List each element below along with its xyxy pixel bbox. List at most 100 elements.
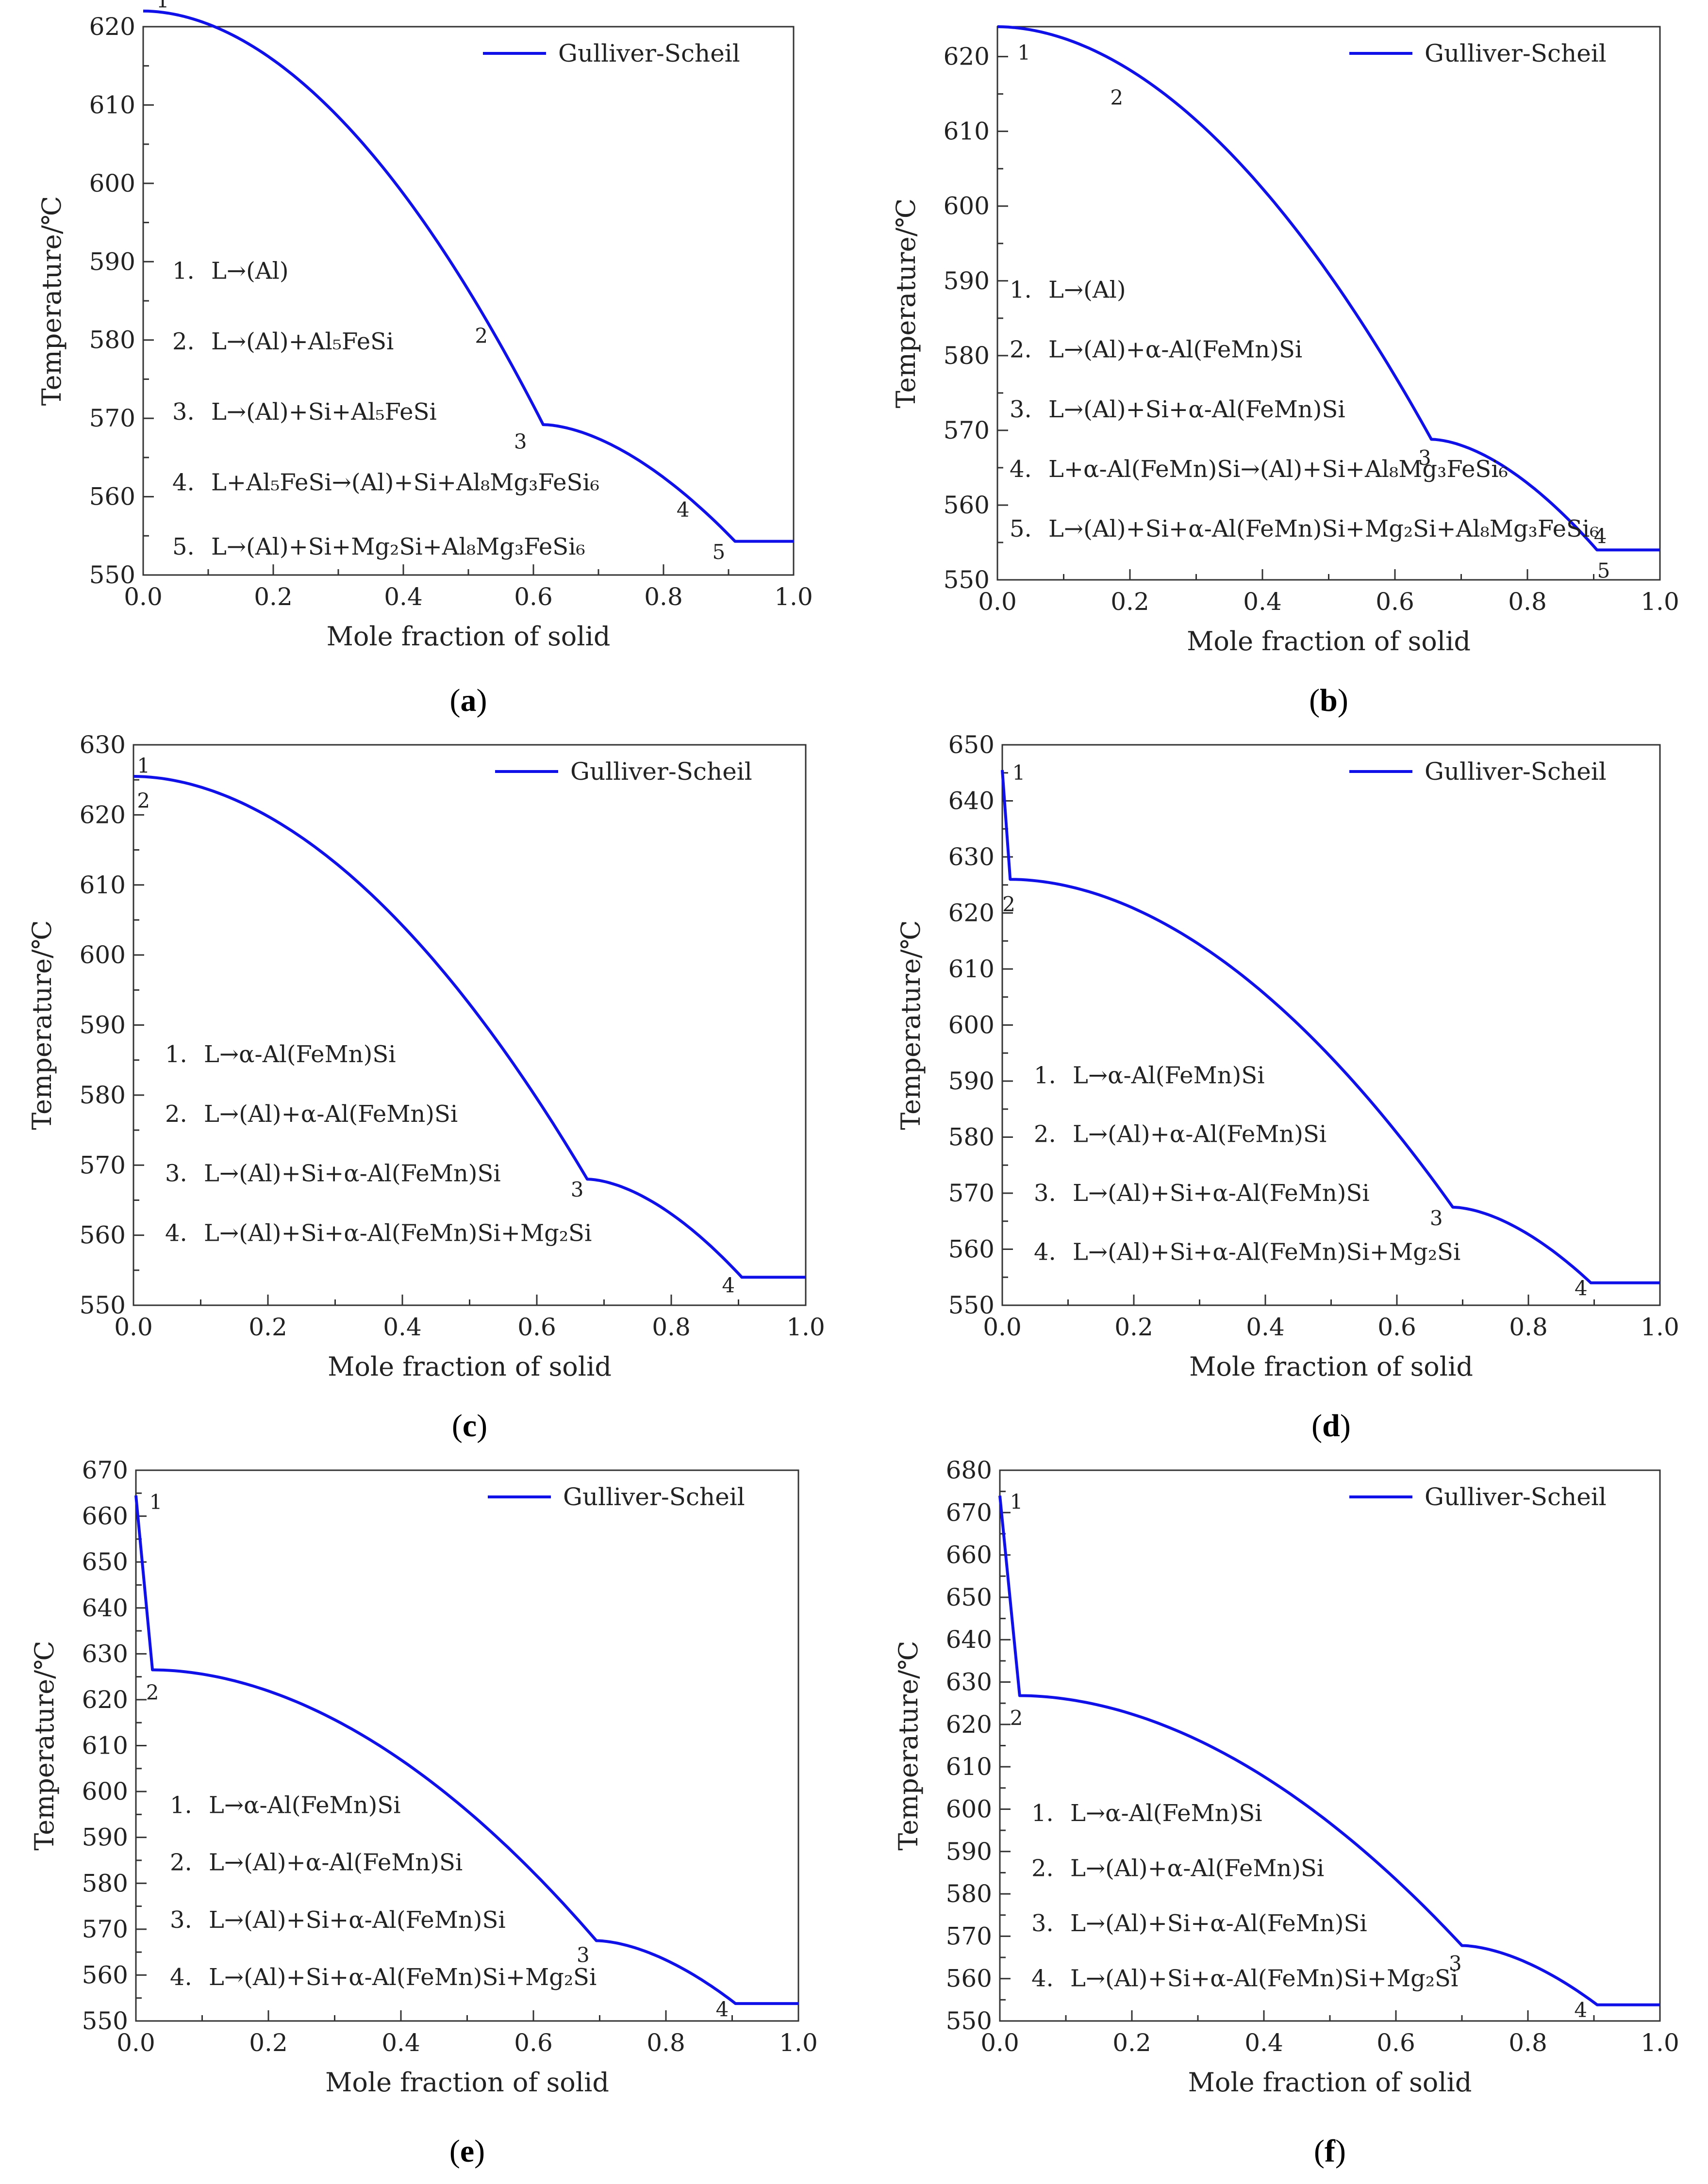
annotation-reaction: L→α-Al(FeMn)Si [204,1041,396,1068]
y-tick-label: 560 [944,491,990,519]
x-tick-label: 0.4 [1246,1313,1285,1341]
annotation-reaction: L→(Al)+Si+α-Al(FeMn)Si+Mg₂Si [204,1219,592,1247]
annotation-reaction: L→(Al)+Si+Mg₂Si+Al₈Mg₃FeSi₆ [211,533,585,560]
x-tick-label: 0.6 [1376,2029,1415,2057]
point-label: 4 [722,1274,735,1297]
annotation-number: 4. [1034,1238,1056,1265]
y-tick-label: 560 [946,1965,992,1993]
chart-panel-d: 0.0 0.2 0.4 0.6 0.8 1.0 550 560 570 580 590 600 610 6… [895,731,1679,1444]
point-label: 5 [1597,559,1610,583]
annotation-number: 4. [172,469,195,496]
point-label: 4 [677,498,690,522]
y-tick-label: 600 [944,192,990,220]
y-tick-label: 620 [82,1686,128,1714]
legend-label: Gulliver-Scheil [558,39,740,67]
y-tick-label: 550 [82,2007,128,2035]
point-label: 2 [475,324,488,348]
y-tick-label: 550 [80,1291,126,1319]
point-label: 3 [1449,1952,1462,1975]
y-tick-label: 620 [946,1710,992,1739]
annotation-number: 4. [1031,1965,1054,1992]
y-tick-label: 650 [946,1583,992,1611]
y-tick-label: 660 [82,1502,128,1530]
y-tick-label: 620 [80,801,126,829]
annotation-number: 1. [170,1791,192,1819]
annotation-number: 4. [165,1219,187,1247]
y-tick-label: 570 [82,1915,128,1943]
point-label: 1 [1012,761,1026,785]
panel-letter: f [1325,2134,1336,2169]
annotation-number: 3. [1010,396,1032,423]
annotation-reaction: L→(Al)+α-Al(FeMn)Si [1048,336,1302,363]
y-tick-label: 580 [948,1123,995,1151]
annotation-reaction: L+Al₅FeSi→(Al)+Si+Al₈Mg₃FeSi₆ [211,469,599,496]
panel-letter: c [463,1408,477,1444]
x-tick-label: 0.0 [116,2029,155,2057]
y-tick-label: 570 [948,1179,995,1207]
x-axis-title: Mole fraction of solid [1188,2067,1472,2098]
x-axis-title: Mole fraction of solid [325,2067,609,2098]
y-axis-title: Temperature/℃ [27,920,57,1130]
y-tick-label: 560 [948,1235,995,1264]
x-tick-label: 0.0 [124,583,163,611]
annotation-reaction: L→α-Al(FeMn)Si [209,1791,401,1819]
annotation-number: 2. [165,1100,187,1128]
y-axis-title: Temperature/℃ [36,196,67,406]
y-axis-title: Temperature/℃ [891,198,921,408]
y-tick-label: 560 [80,1221,126,1249]
y-tick-label: 590 [946,1838,992,1866]
point-label: 1 [149,1490,163,1514]
y-tick-label: 570 [89,404,135,432]
point-label: 2 [1002,892,1015,916]
annotation-reaction: L→(Al)+Si+Al₅FeSi [211,398,437,426]
y-tick-label: 650 [948,731,995,759]
panel-label: (e) [449,2134,485,2169]
x-tick-label: 0.6 [514,583,553,611]
annotation-reaction: L→(Al) [211,258,289,285]
y-tick-label: 640 [948,787,995,815]
x-tick-label: 0.2 [249,2029,288,2057]
annotation-reaction: L→(Al)+Si+α-Al(FeMn)Si+Mg₂Si [1070,1965,1458,1992]
legend-label: Gulliver-Scheil [570,757,752,786]
chart-panel-f: 0.0 0.2 0.4 0.6 0.8 1.0 550 560 570 580 590 600 610 6… [893,1456,1679,2169]
y-tick-label: 600 [946,1795,992,1823]
point-label: 1 [1017,41,1030,65]
x-tick-label: 0.6 [514,2029,553,2057]
point-label: 3 [514,430,527,454]
annotation-number: 5. [1010,515,1032,542]
x-tick-label: 0.8 [1508,588,1547,616]
panel-letter: d [1322,1408,1340,1444]
panel-label: (a) [450,683,487,718]
annotation-number: 3. [1034,1180,1056,1207]
x-tick-label: 0.8 [647,2029,685,2057]
panel-label: (b) [1309,683,1348,718]
point-label: 1 [156,0,169,13]
y-tick-label: 590 [80,1011,126,1039]
series-line-gulliver-scheil [134,1495,798,2005]
x-tick-label: 0.8 [1509,2029,1547,2057]
point-label: 4 [1594,525,1607,548]
panel-label: (f) [1314,2134,1346,2169]
annotation-reaction: L→α-Al(FeMn)Si [1073,1062,1265,1089]
y-tick-label: 590 [944,267,990,295]
x-axis-title: Mole fraction of solid [327,621,611,652]
annotation-number: 1. [172,258,195,285]
annotation-reaction: L→(Al)+Si+α-Al(FeMn)Si+Mg₂Si [1073,1238,1460,1265]
y-tick-label: 570 [80,1151,126,1179]
chart-panel-c: 0.0 0.2 0.4 0.6 0.8 1.0 550 560 570 580 590 600 610 6… [27,731,825,1444]
annotation-reaction: L→(Al)+Si+α-Al(FeMn)Si+Mg₂Si [209,1964,597,1991]
annotation-number: 5. [172,533,195,560]
legend-label: Gulliver-Scheil [1425,757,1607,786]
y-tick-label: 580 [89,326,135,354]
plot-frame [135,1469,799,2022]
x-tick-label: 0.6 [1376,588,1414,616]
panel-letter: b [1320,683,1338,718]
annotation-reaction: L→(Al)+α-Al(FeMn)Si [204,1100,458,1128]
annotation-reaction: L→α-Al(FeMn)Si [1070,1800,1262,1827]
x-tick-label: 0.0 [983,1313,1022,1341]
x-tick-label: 0.4 [1243,588,1282,616]
x-axis-title: Mole fraction of solid [1189,1351,1473,1382]
y-tick-label: 580 [944,342,990,370]
x-axis-title: Mole fraction of solid [1187,626,1471,657]
point-label: 2 [146,1681,159,1705]
